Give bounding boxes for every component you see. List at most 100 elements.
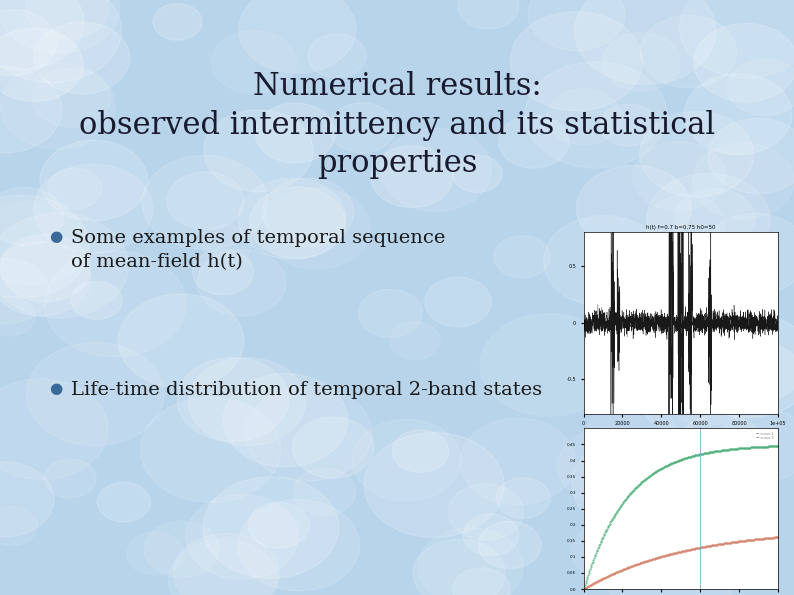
Circle shape	[167, 172, 244, 230]
Circle shape	[665, 362, 749, 425]
Circle shape	[572, 520, 653, 581]
Circle shape	[352, 419, 461, 501]
Circle shape	[448, 484, 523, 540]
Circle shape	[646, 195, 725, 254]
Circle shape	[684, 74, 792, 155]
Circle shape	[622, 295, 741, 384]
Circle shape	[640, 111, 754, 197]
Circle shape	[33, 68, 111, 127]
Circle shape	[546, 89, 621, 145]
Circle shape	[675, 292, 734, 336]
Circle shape	[425, 277, 491, 327]
Circle shape	[680, 0, 794, 78]
Circle shape	[544, 215, 665, 306]
Text: ●: ●	[49, 229, 62, 244]
Circle shape	[701, 214, 794, 294]
Circle shape	[0, 195, 90, 298]
Circle shape	[364, 433, 504, 537]
Circle shape	[144, 521, 219, 577]
Circle shape	[587, 400, 676, 468]
Circle shape	[203, 110, 313, 192]
Circle shape	[245, 386, 372, 481]
Circle shape	[256, 103, 335, 163]
Circle shape	[572, 434, 704, 534]
Circle shape	[192, 249, 253, 295]
Circle shape	[576, 165, 691, 251]
Circle shape	[0, 462, 54, 537]
Circle shape	[0, 63, 115, 149]
Circle shape	[248, 502, 309, 549]
Circle shape	[453, 155, 502, 192]
Circle shape	[118, 294, 244, 388]
Circle shape	[71, 281, 122, 320]
Text: Life-time distribution of temporal 2-band states: Life-time distribution of temporal 2-ban…	[71, 381, 542, 399]
Circle shape	[203, 477, 339, 578]
Circle shape	[329, 103, 395, 153]
Circle shape	[308, 34, 366, 77]
Circle shape	[141, 397, 281, 502]
Circle shape	[292, 417, 374, 478]
Circle shape	[25, 0, 109, 39]
Circle shape	[358, 289, 422, 337]
Circle shape	[602, 33, 680, 91]
Circle shape	[692, 143, 794, 219]
Circle shape	[249, 187, 345, 258]
Circle shape	[478, 521, 542, 569]
Circle shape	[371, 146, 453, 208]
Circle shape	[600, 104, 657, 146]
Circle shape	[0, 258, 49, 324]
Circle shape	[644, 383, 707, 430]
Circle shape	[680, 512, 758, 570]
Circle shape	[48, 168, 102, 209]
Circle shape	[558, 427, 665, 507]
Circle shape	[413, 539, 505, 595]
Circle shape	[495, 478, 550, 518]
Circle shape	[202, 224, 252, 262]
Circle shape	[0, 296, 36, 336]
Circle shape	[727, 344, 794, 400]
Circle shape	[717, 409, 794, 481]
Text: ── curve 1
── curve 2: ── curve 1 ── curve 2	[755, 431, 774, 440]
Text: Some examples of temporal sequence
of mean-field h(t): Some examples of temporal sequence of me…	[71, 229, 446, 271]
Circle shape	[40, 140, 148, 221]
Circle shape	[463, 514, 518, 556]
Circle shape	[0, 213, 129, 318]
Circle shape	[177, 358, 289, 441]
Circle shape	[511, 12, 642, 111]
Circle shape	[575, 0, 716, 84]
Circle shape	[418, 528, 523, 595]
Circle shape	[0, 67, 62, 153]
Circle shape	[453, 568, 511, 595]
Circle shape	[390, 322, 440, 359]
Circle shape	[0, 242, 91, 316]
Circle shape	[392, 430, 449, 472]
Circle shape	[0, 201, 88, 286]
Circle shape	[0, 0, 121, 83]
Circle shape	[212, 30, 296, 94]
Circle shape	[44, 459, 96, 498]
Circle shape	[646, 173, 770, 266]
Circle shape	[727, 59, 794, 116]
Circle shape	[480, 314, 617, 416]
Circle shape	[0, 187, 64, 245]
Circle shape	[197, 249, 286, 316]
Circle shape	[629, 444, 693, 493]
Circle shape	[623, 358, 683, 403]
Circle shape	[0, 10, 56, 76]
Circle shape	[0, 506, 37, 546]
Circle shape	[528, 0, 625, 51]
Circle shape	[494, 236, 550, 278]
Circle shape	[98, 483, 151, 522]
Circle shape	[675, 189, 755, 248]
Circle shape	[381, 129, 491, 211]
Circle shape	[223, 374, 348, 467]
Circle shape	[1, 234, 91, 302]
Circle shape	[678, 313, 794, 418]
Circle shape	[499, 115, 569, 168]
Circle shape	[238, 500, 360, 591]
Circle shape	[633, 142, 726, 211]
Circle shape	[239, 0, 356, 73]
Circle shape	[708, 118, 794, 193]
Circle shape	[44, 250, 186, 357]
Circle shape	[525, 62, 667, 168]
